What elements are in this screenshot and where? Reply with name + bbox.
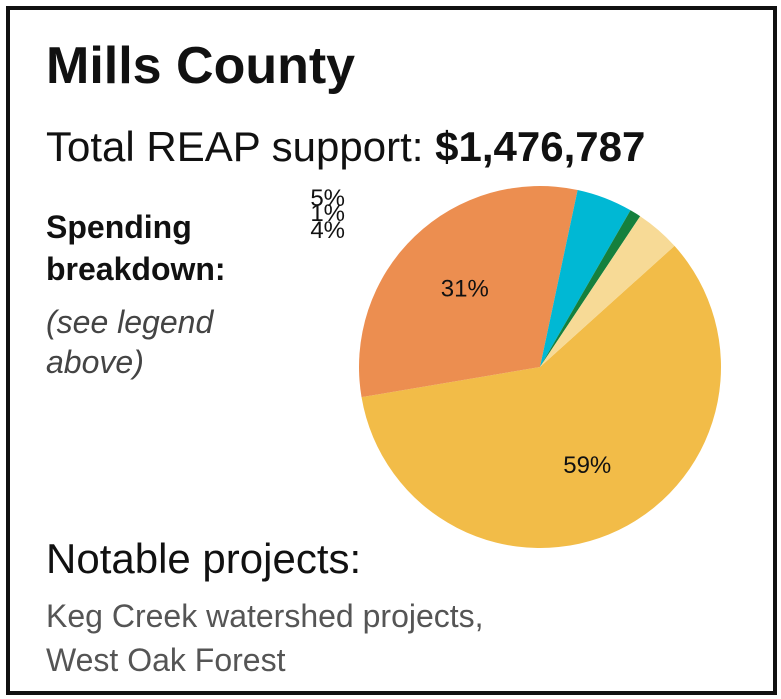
pie-slice-59 [361, 245, 721, 548]
spending-heading-line2: breakdown: [46, 251, 226, 287]
county-title: Mills County [46, 37, 356, 95]
pie-slice-5 [540, 189, 631, 367]
pie-slice-1 [540, 210, 641, 367]
total-support-label: Total REAP support: [46, 123, 424, 170]
pie-label-5: 5% [310, 185, 345, 212]
spending-note: (see legend above) [46, 302, 276, 382]
pie-label-4: 4% [310, 217, 345, 244]
pie-slice-4 [540, 216, 675, 367]
spending-heading-line1: Spending [46, 209, 192, 245]
notable-project-line-1: Keg Creek watershed projects, [46, 598, 484, 634]
notable-projects-heading: Notable projects: [46, 535, 362, 582]
notable-project-line-2: West Oak Forest [46, 642, 286, 678]
pie-label-59: 59% [563, 452, 611, 479]
total-support-amount: $1,476,787 [435, 123, 646, 170]
total-support: Total REAP support: $1,476,787 [46, 126, 645, 168]
spending-pie-chart: 59% 31% 5%1%4% [310, 185, 721, 548]
pie-slice-31 [359, 186, 578, 398]
pie-label-1: 1% [310, 200, 345, 227]
spending-note-line2: above) [46, 344, 144, 380]
spending-note-line1: (see legend [46, 304, 214, 340]
county-card: Mills County Total REAP support: $1,476,… [6, 6, 777, 695]
spending-heading: Spending breakdown: [46, 206, 276, 290]
pie-label-31: 31% [441, 276, 489, 303]
